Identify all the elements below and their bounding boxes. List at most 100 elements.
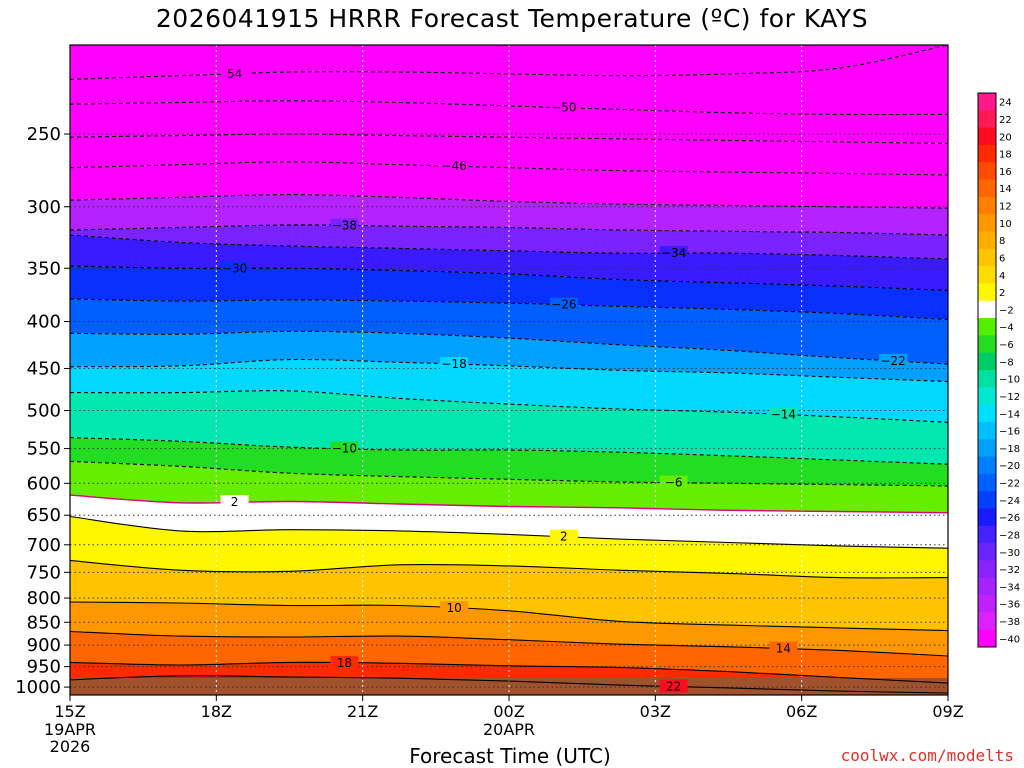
isotherm-label: −30 bbox=[222, 261, 247, 275]
colorbar-tick-label: −32 bbox=[999, 565, 1020, 576]
y-tick-label: 950 bbox=[27, 657, 61, 678]
x-tick-label: 15Z bbox=[54, 702, 85, 721]
y-tick-label: 700 bbox=[27, 535, 61, 556]
isotherm-label-bg bbox=[440, 357, 469, 371]
colorbar-swatch bbox=[978, 404, 996, 423]
colorbar-tick-label: 24 bbox=[999, 98, 1012, 109]
colorbar-swatch bbox=[978, 127, 996, 146]
colorbar-tick-label: 6 bbox=[999, 253, 1005, 264]
colorbar-tick-label: 2 bbox=[999, 288, 1005, 299]
colorbar-tick-label: −2 bbox=[999, 305, 1014, 316]
isotherm-label: −38 bbox=[332, 219, 357, 233]
isotherm-line bbox=[70, 630, 948, 657]
colorbar-swatch bbox=[978, 283, 996, 302]
colorbar-tick-label: 12 bbox=[999, 202, 1012, 213]
isotherm-label: 18 bbox=[337, 656, 352, 670]
colorbar-tick-label: −18 bbox=[999, 444, 1020, 455]
colorbar-tick-label: 20 bbox=[999, 132, 1012, 143]
colorbar-tick-label: 14 bbox=[999, 184, 1012, 195]
colorbar-swatch bbox=[978, 508, 996, 527]
colorbar-swatch bbox=[978, 196, 996, 215]
isotherm-label: −50 bbox=[551, 101, 576, 115]
colorbar-tick-label: −12 bbox=[999, 392, 1020, 403]
colorbar-swatch bbox=[978, 300, 996, 319]
isotherm-label-bg bbox=[330, 218, 359, 232]
isotherm-label: −18 bbox=[441, 357, 466, 371]
colorbar-tick-label: −14 bbox=[999, 409, 1020, 420]
isotherm-line bbox=[70, 234, 948, 260]
colorbar-swatch bbox=[978, 335, 996, 354]
temperature-band bbox=[70, 134, 948, 175]
isotherm-line bbox=[70, 330, 948, 365]
colorbar-tick-label: −22 bbox=[999, 479, 1020, 490]
colorbar-swatch bbox=[978, 595, 996, 613]
colorbar-swatch bbox=[978, 473, 996, 492]
isotherm-line bbox=[70, 133, 948, 145]
isotherm-label: 2 bbox=[231, 495, 239, 509]
x-tick-label: 03Z bbox=[640, 702, 671, 721]
isotherm-line bbox=[70, 45, 948, 80]
x-tick-sublabel: 2026 bbox=[50, 737, 91, 756]
isotherm-line bbox=[70, 437, 948, 465]
colorbar-tick-label: 18 bbox=[999, 150, 1012, 161]
temperature-band bbox=[70, 461, 948, 513]
isotherm-label: −6 bbox=[665, 476, 683, 490]
isotherm-label-bg bbox=[220, 66, 249, 80]
x-tick-label: 18Z bbox=[201, 702, 232, 721]
colorbar-tick-label: −34 bbox=[999, 582, 1020, 593]
isotherm-label: 2 bbox=[560, 530, 568, 544]
colorbar-swatch bbox=[978, 439, 996, 457]
colorbar-swatch bbox=[978, 110, 996, 129]
credit-link[interactable]: coolwx.com/modelts bbox=[840, 746, 1014, 765]
isotherm-label-bg bbox=[879, 353, 908, 367]
isotherm-line bbox=[70, 559, 948, 579]
colorbar-swatch bbox=[978, 318, 996, 336]
y-tick-label: 750 bbox=[27, 562, 61, 583]
colorbar-swatch bbox=[978, 560, 996, 579]
y-tick-label: 900 bbox=[27, 635, 61, 656]
temperature-band bbox=[70, 390, 948, 465]
y-tick-label: 650 bbox=[27, 505, 61, 526]
isotherm-label: −34 bbox=[661, 246, 686, 260]
temperature-band bbox=[70, 100, 948, 144]
isotherm-label: 10 bbox=[446, 601, 461, 615]
y-tick-label: 850 bbox=[27, 612, 61, 633]
y-tick-label: 600 bbox=[27, 473, 61, 494]
isotherm-label-bg bbox=[220, 261, 249, 275]
colorbar-swatch bbox=[978, 577, 996, 596]
time-gridlines bbox=[215, 45, 803, 695]
colorbar-swatch bbox=[978, 629, 996, 648]
temperature-band bbox=[70, 45, 948, 115]
colorbar-tick-label: 22 bbox=[999, 115, 1012, 126]
isotherm-line bbox=[70, 194, 948, 209]
isotherm-label-bg bbox=[440, 159, 469, 173]
isotherm-line bbox=[70, 515, 948, 549]
x-axis-label: Forecast Time (UTC) bbox=[409, 744, 611, 768]
isotherm-label-bg bbox=[440, 601, 469, 615]
y-axis: 2503003504004505005506006507007508008509… bbox=[15, 124, 70, 698]
temperature-band bbox=[70, 516, 948, 578]
colorbar-tick-label: −6 bbox=[999, 340, 1014, 351]
colorbar-swatch bbox=[978, 352, 996, 371]
x-tick-label: 00Z bbox=[493, 702, 524, 721]
temperature-band bbox=[70, 602, 948, 656]
x-tick-label: 21Z bbox=[347, 702, 378, 721]
colorbar-swatch bbox=[978, 421, 996, 440]
colorbar-tick-label: −10 bbox=[999, 375, 1020, 386]
colorbar-swatch bbox=[978, 491, 996, 509]
colorbar-swatch bbox=[978, 248, 996, 267]
isotherm-line bbox=[70, 161, 948, 176]
colorbar-tick-label: −16 bbox=[999, 427, 1020, 438]
colorbar-tick-label: −20 bbox=[999, 461, 1020, 472]
isotherm-line bbox=[70, 224, 948, 236]
isotherm-label-bg bbox=[549, 297, 578, 311]
colorbar-tick-label: −38 bbox=[999, 617, 1020, 628]
isotherm-label-bg bbox=[659, 246, 688, 260]
colorbar-tick-label: −8 bbox=[999, 357, 1014, 368]
y-tick-label: 250 bbox=[27, 124, 61, 145]
temperature-band bbox=[70, 631, 948, 684]
colorbar-swatch bbox=[978, 179, 996, 198]
isotherm-label: −22 bbox=[880, 354, 905, 368]
x-tick-sublabel: 19APR bbox=[44, 720, 96, 739]
